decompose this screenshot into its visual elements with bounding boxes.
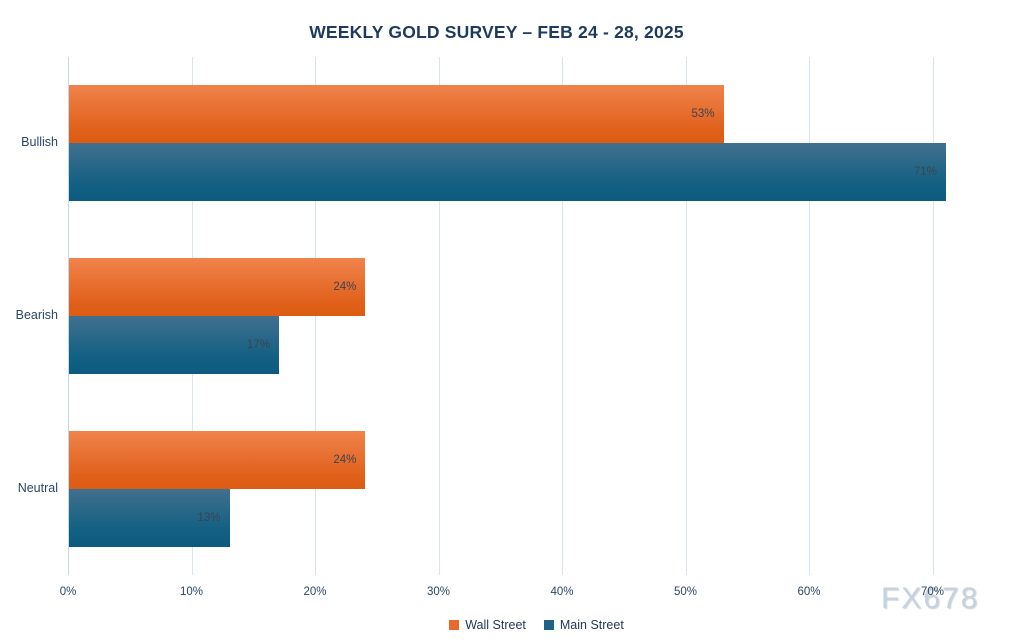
legend-item-wall-street: Wall Street [449,618,526,632]
legend-label: Wall Street [465,618,526,632]
x-tick-10%: 10% [179,586,204,598]
x-tick-70%: 70% [920,586,945,598]
gridline-20% [315,57,316,575]
x-tick-60%: 60% [797,586,821,598]
bar-bearish-wall-street: 24% [69,257,366,316]
category-label-neutral: Neutral [17,480,58,495]
chart-title: WEEKLY GOLD SURVEY – FEB 24 - 28, 2025 [309,22,684,42]
x-tick-50%: 50% [673,586,698,598]
gridline-60% [809,57,810,575]
bar-neutral-main-street: 13% [69,488,230,547]
bar-value-label: 24% [333,453,357,466]
x-tick-0%: 0% [59,586,77,598]
legend-swatch-icon [543,620,554,630]
bar-value-label: 17% [246,338,270,351]
gridline-70% [932,57,934,575]
gridline-40% [562,57,563,575]
x-tick-20%: 20% [303,586,327,598]
gridline-50% [685,57,687,575]
legend-swatch-icon [449,620,460,630]
bar-value-label: 24% [333,280,357,293]
bar-bearish-main-street: 17% [69,315,279,374]
category-label-bearish: Bearish [15,308,58,322]
bar-value-label: 71% [913,166,937,179]
watermark: FX678 [881,582,980,615]
x-tick-30%: 30% [426,586,451,598]
bar-neutral-wall-street: 24% [69,430,366,489]
bar-value-label: 53% [691,108,715,121]
category-label-bullish: Bullish [21,135,58,150]
legend-item-main-street: Main Street [543,618,624,632]
legend: Wall Street Main Street [68,618,1005,632]
gridline-30% [438,57,440,575]
x-tick-40%: 40% [550,586,574,598]
bar-bullish-main-street: 71% [69,143,946,202]
legend-label: Main Street [559,618,624,632]
bar-value-label: 13% [197,511,221,524]
y-axis-line [68,57,69,575]
bar-bullish-wall-street: 53% [69,85,724,144]
